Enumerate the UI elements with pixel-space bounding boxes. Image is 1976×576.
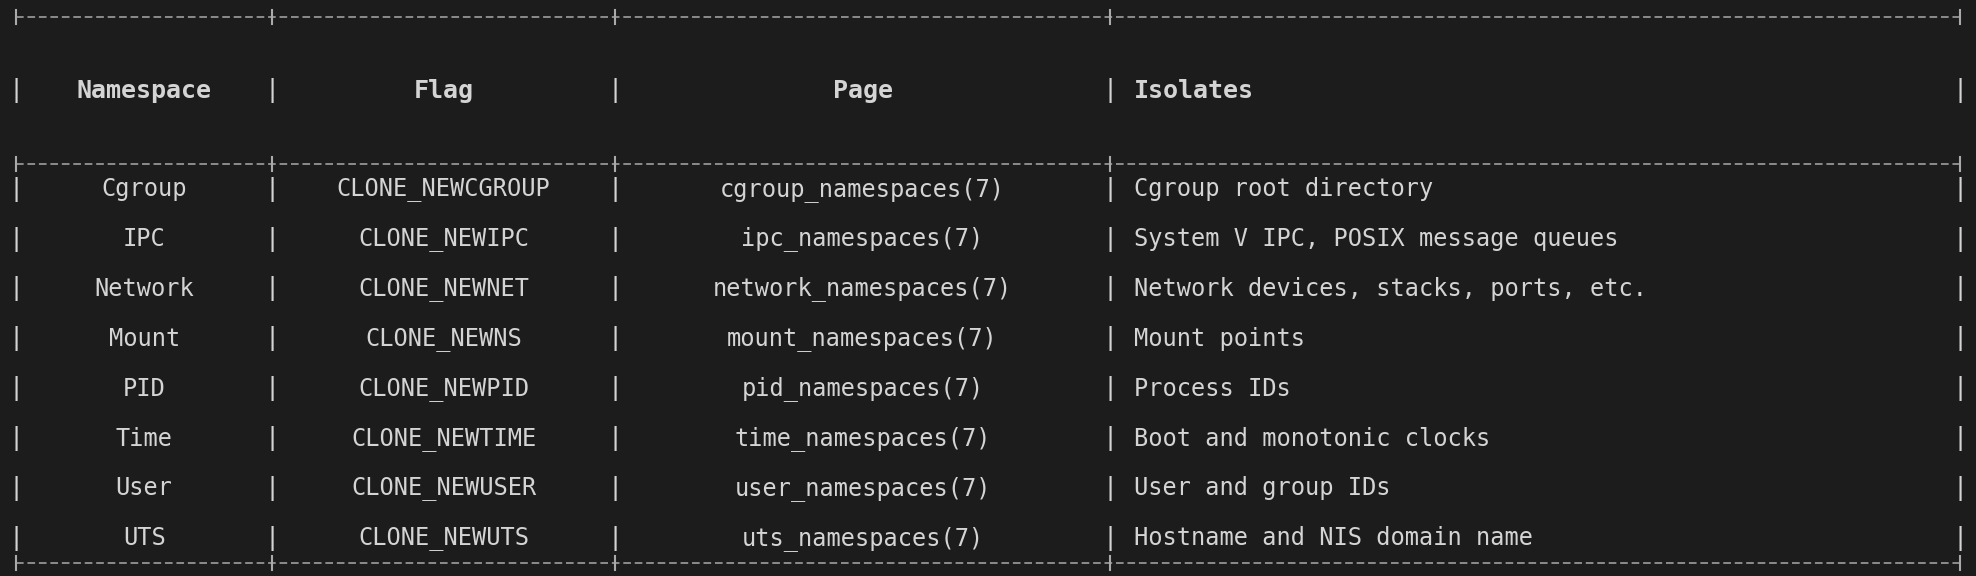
Text: Hostname and NIS domain name: Hostname and NIS domain name <box>1134 526 1533 551</box>
Text: System V IPC, POSIX message queues: System V IPC, POSIX message queues <box>1134 227 1618 251</box>
Text: |: | <box>8 177 24 202</box>
Text: CLONE_NEWCGROUP: CLONE_NEWCGROUP <box>336 177 551 201</box>
Text: Mount: Mount <box>109 327 180 351</box>
Text: Namespace: Namespace <box>77 79 211 103</box>
Text: Page: Page <box>832 79 893 103</box>
Text: |: | <box>265 226 281 252</box>
Text: Network devices, stacks, ports, etc.: Network devices, stacks, ports, etc. <box>1134 277 1648 301</box>
Text: CLONE_NEWIPC: CLONE_NEWIPC <box>358 227 530 251</box>
Text: mount_namespaces(7): mount_namespaces(7) <box>727 326 998 351</box>
Text: user_namespaces(7): user_namespaces(7) <box>735 476 990 501</box>
Text: Flag: Flag <box>413 79 474 103</box>
Text: CLONE_NEWNET: CLONE_NEWNET <box>358 277 530 301</box>
Text: |: | <box>607 276 622 301</box>
Text: |: | <box>1952 476 1968 501</box>
Text: |: | <box>607 177 622 202</box>
Text: Boot and monotonic clocks: Boot and monotonic clocks <box>1134 427 1490 450</box>
Text: Mount points: Mount points <box>1134 327 1306 351</box>
Text: |: | <box>1103 78 1118 103</box>
Text: |: | <box>8 326 24 351</box>
Text: |: | <box>1103 376 1118 401</box>
Text: |: | <box>265 526 281 551</box>
Text: |: | <box>1103 226 1118 252</box>
Text: CLONE_NEWTIME: CLONE_NEWTIME <box>352 427 535 450</box>
Text: |: | <box>8 476 24 501</box>
Text: |: | <box>1103 426 1118 451</box>
Text: CLONE_NEWUSER: CLONE_NEWUSER <box>352 476 535 501</box>
Text: PID: PID <box>123 377 166 401</box>
Text: |: | <box>1103 177 1118 202</box>
Text: |: | <box>607 426 622 451</box>
Text: |: | <box>265 326 281 351</box>
Text: uts_namespaces(7): uts_namespaces(7) <box>741 526 984 551</box>
Text: |: | <box>1952 78 1968 103</box>
Text: |: | <box>265 177 281 202</box>
Text: |: | <box>265 276 281 301</box>
Text: |: | <box>1952 376 1968 401</box>
Text: |: | <box>8 426 24 451</box>
Text: CLONE_NEWUTS: CLONE_NEWUTS <box>358 526 530 551</box>
Text: |: | <box>1952 326 1968 351</box>
Text: Time: Time <box>117 427 172 450</box>
Text: |: | <box>265 476 281 501</box>
Text: Network: Network <box>95 277 194 301</box>
Text: cgroup_namespaces(7): cgroup_namespaces(7) <box>719 177 1006 202</box>
Text: Cgroup: Cgroup <box>101 177 188 201</box>
Text: network_namespaces(7): network_namespaces(7) <box>713 276 1012 301</box>
Text: |: | <box>265 376 281 401</box>
Text: |: | <box>1103 326 1118 351</box>
Text: |: | <box>8 376 24 401</box>
Text: |: | <box>8 78 24 103</box>
Text: |: | <box>1952 526 1968 551</box>
Text: |: | <box>265 78 281 103</box>
Text: |: | <box>8 526 24 551</box>
Text: User and group IDs: User and group IDs <box>1134 476 1391 501</box>
Text: |: | <box>265 426 281 451</box>
Text: IPC: IPC <box>123 227 166 251</box>
Text: CLONE_NEWPID: CLONE_NEWPID <box>358 377 530 401</box>
Text: |: | <box>607 78 622 103</box>
Text: |: | <box>8 226 24 252</box>
Text: Isolates: Isolates <box>1134 79 1255 103</box>
Text: |: | <box>8 276 24 301</box>
Text: Cgroup root directory: Cgroup root directory <box>1134 177 1433 201</box>
Text: CLONE_NEWNS: CLONE_NEWNS <box>366 327 522 351</box>
Text: |: | <box>607 526 622 551</box>
Text: UTS: UTS <box>123 526 166 551</box>
Text: |: | <box>607 226 622 252</box>
Text: |: | <box>1952 226 1968 252</box>
Text: |: | <box>1103 276 1118 301</box>
Text: |: | <box>1952 276 1968 301</box>
Text: |: | <box>1103 526 1118 551</box>
Text: ipc_namespaces(7): ipc_namespaces(7) <box>741 226 984 252</box>
Text: |: | <box>607 326 622 351</box>
Text: |: | <box>1952 177 1968 202</box>
Text: |: | <box>607 376 622 401</box>
Text: User: User <box>117 476 172 501</box>
Text: |: | <box>607 476 622 501</box>
Text: time_namespaces(7): time_namespaces(7) <box>735 426 990 451</box>
Text: |: | <box>1952 426 1968 451</box>
Text: pid_namespaces(7): pid_namespaces(7) <box>741 376 984 401</box>
Text: |: | <box>1103 476 1118 501</box>
Text: Process IDs: Process IDs <box>1134 377 1290 401</box>
